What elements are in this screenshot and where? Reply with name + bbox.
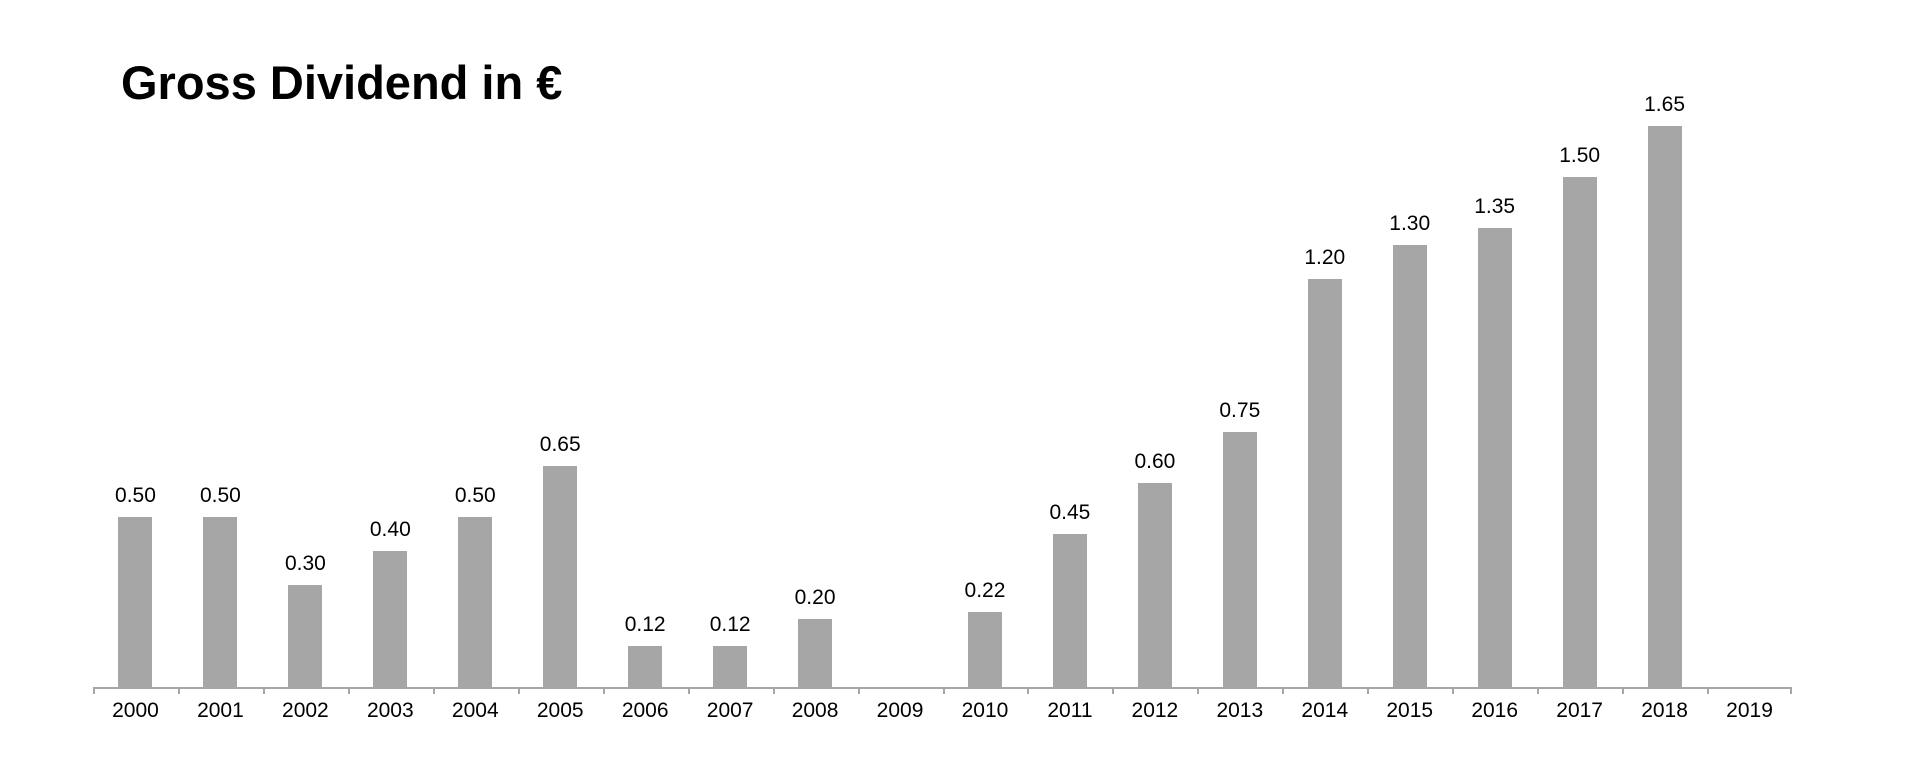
axis-tick — [858, 687, 860, 694]
x-axis-label-2015: 2015 — [1386, 699, 1434, 722]
bar-value-label-2003: 0.40 — [369, 517, 411, 541]
x-axis-label-2018: 2018 — [1641, 699, 1688, 722]
bar-2014 — [1308, 279, 1342, 687]
bar-value-label-2014: 1.20 — [1304, 245, 1346, 269]
bar-value-label-2012: 0.60 — [1134, 449, 1176, 473]
x-axis-label-2000: 2000 — [112, 699, 159, 722]
bar-value-label-2018: 1.65 — [1644, 92, 1685, 116]
bar-2003 — [373, 551, 407, 687]
axis-tick — [1537, 687, 1539, 694]
bar-value-label-2017: 1.50 — [1559, 143, 1601, 167]
x-axis-label-2016: 2016 — [1471, 699, 1519, 722]
bar-2011 — [1053, 534, 1087, 687]
bar-2012 — [1138, 483, 1172, 687]
x-axis-line — [93, 687, 1792, 689]
axis-tick — [1707, 687, 1709, 694]
bar-2010 — [968, 612, 1002, 687]
x-axis-label-2009: 2009 — [876, 699, 924, 722]
bar-value-label-2002: 0.30 — [284, 551, 326, 575]
bar-value-label-2007: 0.12 — [709, 612, 751, 636]
x-axis-label-2006: 2006 — [621, 699, 669, 722]
bar-value-label-2008: 0.20 — [794, 585, 836, 609]
bar-value-label-2015: 1.30 — [1389, 211, 1431, 235]
axis-tick — [1282, 687, 1284, 694]
bar-2017 — [1563, 177, 1597, 687]
axis-tick — [688, 687, 690, 694]
bar-value-label-2005: 0.65 — [539, 432, 581, 456]
bar-value-label-2011: 0.45 — [1049, 500, 1091, 524]
bar-2016 — [1478, 228, 1512, 687]
bar-value-label-2000: 0.50 — [115, 483, 156, 507]
chart-title: Gross Dividend in € — [121, 56, 563, 109]
bar-2001 — [203, 517, 237, 687]
x-axis-label-2004: 2004 — [451, 699, 499, 722]
axis-tick — [348, 687, 350, 694]
axis-tick — [1790, 687, 1792, 694]
axis-tick — [433, 687, 435, 694]
x-axis-label-2002: 2002 — [282, 699, 329, 722]
axis-tick — [93, 687, 95, 694]
bar-2006 — [628, 646, 662, 687]
axis-tick — [518, 687, 520, 694]
bar-2004 — [458, 517, 492, 687]
bar-value-label-2004: 0.50 — [454, 483, 496, 507]
bar-2015 — [1393, 245, 1427, 687]
axis-tick — [1367, 687, 1369, 694]
axis-tick — [1027, 687, 1029, 694]
x-axis-label-2014: 2014 — [1301, 699, 1349, 722]
bar-2002 — [288, 585, 322, 687]
bar-value-label-2001: 0.50 — [199, 483, 241, 507]
x-axis-label-2012: 2012 — [1131, 699, 1179, 722]
x-axis-label-2008: 2008 — [791, 699, 839, 722]
plot-area: 0.50 2000 0.50 2001 0.30 2002 0.40 2003 0.50 2004… — [93, 92, 1792, 722]
axis-tick — [943, 687, 945, 694]
x-axis-label-2003: 2003 — [366, 699, 414, 722]
bar-2008 — [798, 619, 832, 687]
axis-tick — [263, 687, 265, 694]
axis-tick — [1112, 687, 1114, 694]
x-axis-label-2010: 2010 — [961, 699, 1009, 722]
bar-value-label-2006: 0.12 — [624, 612, 666, 636]
x-axis-label-2011: 2011 — [1047, 699, 1093, 722]
bar-2005 — [543, 466, 577, 687]
axis-tick — [773, 687, 775, 694]
x-axis-label-2007: 2007 — [706, 699, 754, 722]
bar-2000 — [118, 517, 152, 687]
axis-tick — [178, 687, 180, 694]
bar-2013 — [1223, 432, 1257, 687]
axis-tick — [603, 687, 605, 694]
x-axis-label-2017: 2017 — [1556, 699, 1603, 722]
x-axis-label-2001: 2001 — [197, 699, 244, 722]
x-axis-label-2019: 2019 — [1726, 699, 1773, 722]
axis-tick — [1622, 687, 1624, 694]
bar-2018 — [1648, 126, 1682, 687]
bar-value-label-2013: 0.75 — [1219, 398, 1261, 422]
bar-2007 — [713, 646, 747, 687]
axis-tick — [1197, 687, 1199, 694]
bar-value-label-2010: 0.22 — [964, 578, 1006, 602]
x-axis-label-2013: 2013 — [1216, 699, 1264, 722]
bar-value-label-2016: 1.35 — [1474, 194, 1516, 218]
axis-tick — [1452, 687, 1454, 694]
x-axis-label-2005: 2005 — [536, 699, 584, 722]
